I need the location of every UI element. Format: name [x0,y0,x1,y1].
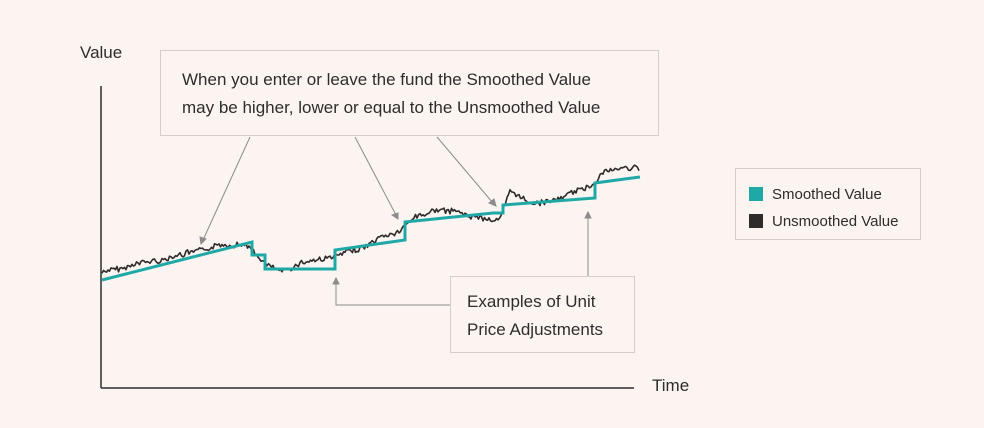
smoothed-value-line [101,175,641,282]
legend-label: Unsmoothed Value [772,212,899,230]
unsmoothed-swatch [749,214,763,228]
legend-label: Smoothed Value [772,185,882,203]
top-callout-pointers [199,136,497,246]
callout-text-line: When you enter or leave the fund the Smo… [182,70,591,89]
bottom-callout-pointers [332,210,592,306]
y-axis-label: Value [80,43,123,62]
pointer-line [335,282,450,306]
pointer-arrowhead [390,212,399,220]
smoothed-swatch [749,187,763,201]
x-axis-label: Time [652,376,690,395]
legend: Smoothed Value Unsmoothed Value [735,168,921,240]
callout-text-line: may be higher, lower or equal to the Uns… [182,98,601,117]
pointer-arrowhead [488,198,497,207]
callout-text-line: Examples of Unit [467,292,596,311]
unsmoothed-value-line [101,164,640,274]
legend-item-smoothed: Smoothed Value [749,181,920,207]
pointer-arrowhead [199,236,207,246]
pointer-line [436,136,494,204]
legend-item-unsmoothed: Unsmoothed Value [749,208,920,234]
unit-price-adjustment-callout: Examples of Unit Price Adjustments [450,276,635,353]
pointer-arrowhead [332,276,340,285]
pointer-line [354,136,397,216]
entry-exit-callout: When you enter or leave the fund the Smo… [160,50,659,136]
pointer-line [202,136,251,241]
pointer-arrowhead [584,210,592,219]
callout-text-line: Price Adjustments [467,320,604,339]
